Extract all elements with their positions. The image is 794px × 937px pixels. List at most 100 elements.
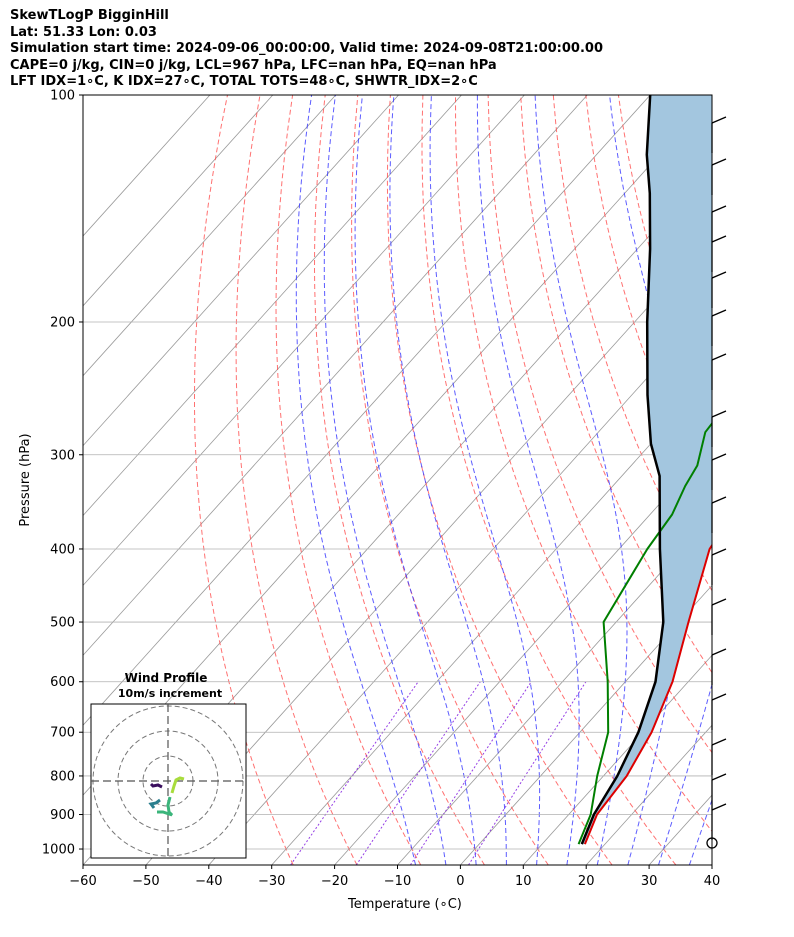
dry-adiabat-line — [194, 95, 294, 865]
cape-area — [581, 95, 712, 845]
isotherm-line — [83, 95, 462, 517]
x-tick-label: 20 — [578, 874, 595, 889]
y-tick-label: 200 — [50, 315, 75, 330]
mixing-ratio-line — [290, 681, 419, 865]
y-tick-label: 400 — [50, 542, 75, 557]
isotherm-line — [83, 95, 525, 587]
isotherm-line — [83, 95, 274, 307]
hodograph-trace-surface — [170, 776, 185, 794]
wind-barb-flag — [711, 271, 727, 279]
dewpoint-profile — [577, 421, 712, 845]
y-tick-label: 900 — [50, 808, 75, 823]
isotherm-line — [83, 95, 211, 237]
x-tick-label: −50 — [132, 874, 159, 889]
y-tick-label: 800 — [50, 769, 75, 784]
mixing-ratio-line — [355, 681, 481, 865]
y-axis: 100 200 300 400 500 600 700 800 900 1000 — [42, 89, 83, 858]
dry-adiabat-line — [351, 95, 549, 865]
wind-barb-flag — [711, 309, 727, 317]
isotherm-line — [208, 305, 712, 865]
moist-adiabat-line — [389, 95, 507, 865]
wind-barb-flag — [711, 496, 727, 504]
isotherm-line — [83, 95, 588, 656]
wind-barb-flag — [711, 235, 727, 243]
wind-barb-flag — [711, 648, 727, 656]
sounding-profiles — [577, 95, 712, 845]
x-tick-label: 40 — [704, 874, 721, 889]
moist-adiabat-line — [354, 95, 477, 865]
dry-adiabat-line — [421, 95, 677, 865]
x-tick-label: 10 — [515, 874, 532, 889]
isotherm-line — [83, 95, 336, 377]
title-indices-2: LFT IDX=1∘C, K IDX=27∘C, TOTAL TOTS=48∘C… — [10, 74, 478, 89]
isotherm-line — [83, 95, 399, 447]
y-tick-label: 1000 — [42, 843, 75, 858]
isotherm-line — [711, 864, 712, 865]
dry-adiabat-line — [781, 95, 794, 865]
y-tick-label: 300 — [50, 448, 75, 463]
title-station: SkewTLogP BigginHill — [10, 8, 169, 23]
y-tick-label: 100 — [50, 89, 75, 104]
isotherm-line — [83, 95, 651, 726]
moist-adiabat-line — [534, 95, 628, 865]
isotherm-line — [460, 584, 712, 865]
moist-adiabat-line — [476, 95, 580, 865]
y-axis-label: Pressure (hPa) — [18, 433, 33, 526]
wind-barb-flag — [711, 598, 727, 606]
wind-barb-flag — [711, 353, 727, 361]
wind-barb-flag — [711, 205, 727, 213]
wind-barb-flag — [711, 158, 727, 166]
hodograph: Wind Profile 10m/s increment — [90, 671, 247, 859]
wind-barb-flag — [711, 410, 727, 418]
x-tick-label: −40 — [195, 874, 222, 889]
isotherm-line — [397, 514, 712, 865]
hodograph-trace-mid — [148, 798, 161, 809]
parcel-profile — [580, 95, 665, 845]
x-tick-label: −20 — [321, 874, 348, 889]
wind-barb-flag — [711, 803, 727, 811]
wind-barb-flag — [711, 548, 727, 556]
moist-adiabat-line — [688, 798, 712, 865]
title-indices-1: CAPE=0 j/kg, CIN=0 j/kg, LCL=967 hPa, LF… — [10, 57, 497, 73]
isotherm-line — [775, 95, 794, 865]
wind-barb-flag — [711, 453, 727, 461]
calm-wind-marker — [706, 837, 718, 849]
dry-adiabat-line — [386, 95, 613, 865]
isotherm-line — [585, 724, 712, 865]
y-tick-label: 600 — [50, 675, 75, 690]
wind-barb-flag — [711, 116, 727, 124]
moist-adiabat-line — [429, 95, 541, 865]
wind-barb-flag — [711, 738, 727, 746]
hodograph-title: Wind Profile — [125, 671, 208, 685]
x-axis: −60 −50 −40 −30 −20 −10 0 10 20 30 40 — [69, 865, 720, 889]
temperature-profile — [583, 543, 712, 845]
hodograph-trace-upper — [149, 782, 163, 789]
title-latlon: Lat: 51.33 Lon: 0.03 — [10, 24, 157, 40]
dry-adiabat-line — [716, 95, 794, 865]
chart-title: SkewTLogP BigginHill Lat: 51.33 Lon: 0.0… — [10, 8, 603, 91]
hodograph-subtitle: 10m/s increment — [118, 687, 222, 700]
dry-adiabat-line — [455, 95, 712, 832]
dry-adiabat-line — [275, 95, 422, 865]
mixing-ratio-line — [409, 681, 532, 865]
mixing-ratio-line — [468, 681, 587, 865]
wind-barb-flag — [711, 773, 727, 781]
y-tick-label: 700 — [50, 726, 75, 741]
x-tick-label: 30 — [641, 874, 658, 889]
dry-adiabat-line — [313, 95, 485, 865]
x-tick-label: −60 — [69, 874, 96, 889]
cape-fill — [581, 95, 712, 845]
dry-adiabat-line — [749, 95, 794, 865]
x-tick-label: −30 — [258, 874, 285, 889]
hodograph-rings — [91, 704, 246, 858]
wind-barb-flag — [711, 693, 727, 701]
x-tick-label: 0 — [456, 874, 464, 889]
isotherm-line — [145, 235, 712, 865]
hodograph-trace-low — [157, 796, 174, 817]
x-tick-label: −10 — [384, 874, 411, 889]
dry-adiabat-line — [520, 95, 712, 674]
x-axis-label: Temperature (∘C) — [347, 897, 462, 912]
wind-barbs — [706, 116, 727, 849]
y-tick-label: 500 — [50, 616, 75, 631]
